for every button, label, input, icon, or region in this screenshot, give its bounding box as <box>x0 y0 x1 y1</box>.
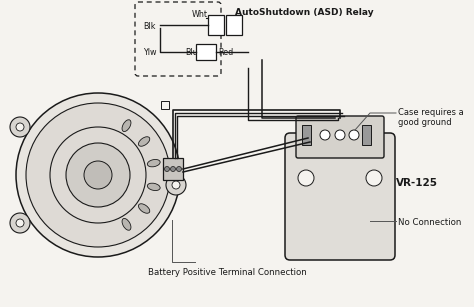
Circle shape <box>171 166 175 172</box>
Text: AutoShutdown (ASD) Relay: AutoShutdown (ASD) Relay <box>235 8 374 17</box>
Bar <box>226 15 242 35</box>
Circle shape <box>298 170 314 186</box>
Text: Case requires a
good ground: Case requires a good ground <box>398 108 464 127</box>
Circle shape <box>10 117 30 137</box>
Ellipse shape <box>147 183 160 191</box>
Text: Ylw: Ylw <box>143 48 156 57</box>
Circle shape <box>335 130 345 140</box>
Circle shape <box>176 166 182 172</box>
Circle shape <box>66 143 130 207</box>
Circle shape <box>84 161 112 189</box>
Circle shape <box>349 130 359 140</box>
Bar <box>208 15 224 35</box>
Bar <box>362 125 371 145</box>
Text: Red: Red <box>218 48 233 57</box>
Text: Blu: Blu <box>185 48 198 57</box>
Circle shape <box>16 123 24 131</box>
Circle shape <box>26 103 170 247</box>
Circle shape <box>164 166 170 172</box>
Text: Battery Positive Terminal Connection: Battery Positive Terminal Connection <box>148 268 307 277</box>
FancyBboxPatch shape <box>285 133 395 260</box>
FancyBboxPatch shape <box>296 116 384 158</box>
Ellipse shape <box>138 137 150 146</box>
Circle shape <box>16 93 180 257</box>
Bar <box>196 44 216 60</box>
Circle shape <box>366 170 382 186</box>
Bar <box>302 125 311 145</box>
Ellipse shape <box>122 120 131 131</box>
Circle shape <box>172 181 180 189</box>
Ellipse shape <box>122 219 131 230</box>
Text: VR-125: VR-125 <box>396 178 438 188</box>
Bar <box>163 158 183 180</box>
Text: Wht: Wht <box>192 10 208 19</box>
Circle shape <box>320 130 330 140</box>
Text: No Connection: No Connection <box>398 218 461 227</box>
Ellipse shape <box>138 204 150 213</box>
Circle shape <box>10 213 30 233</box>
Circle shape <box>166 175 186 195</box>
Circle shape <box>16 219 24 227</box>
Ellipse shape <box>147 159 160 167</box>
Text: Blk: Blk <box>143 22 155 31</box>
